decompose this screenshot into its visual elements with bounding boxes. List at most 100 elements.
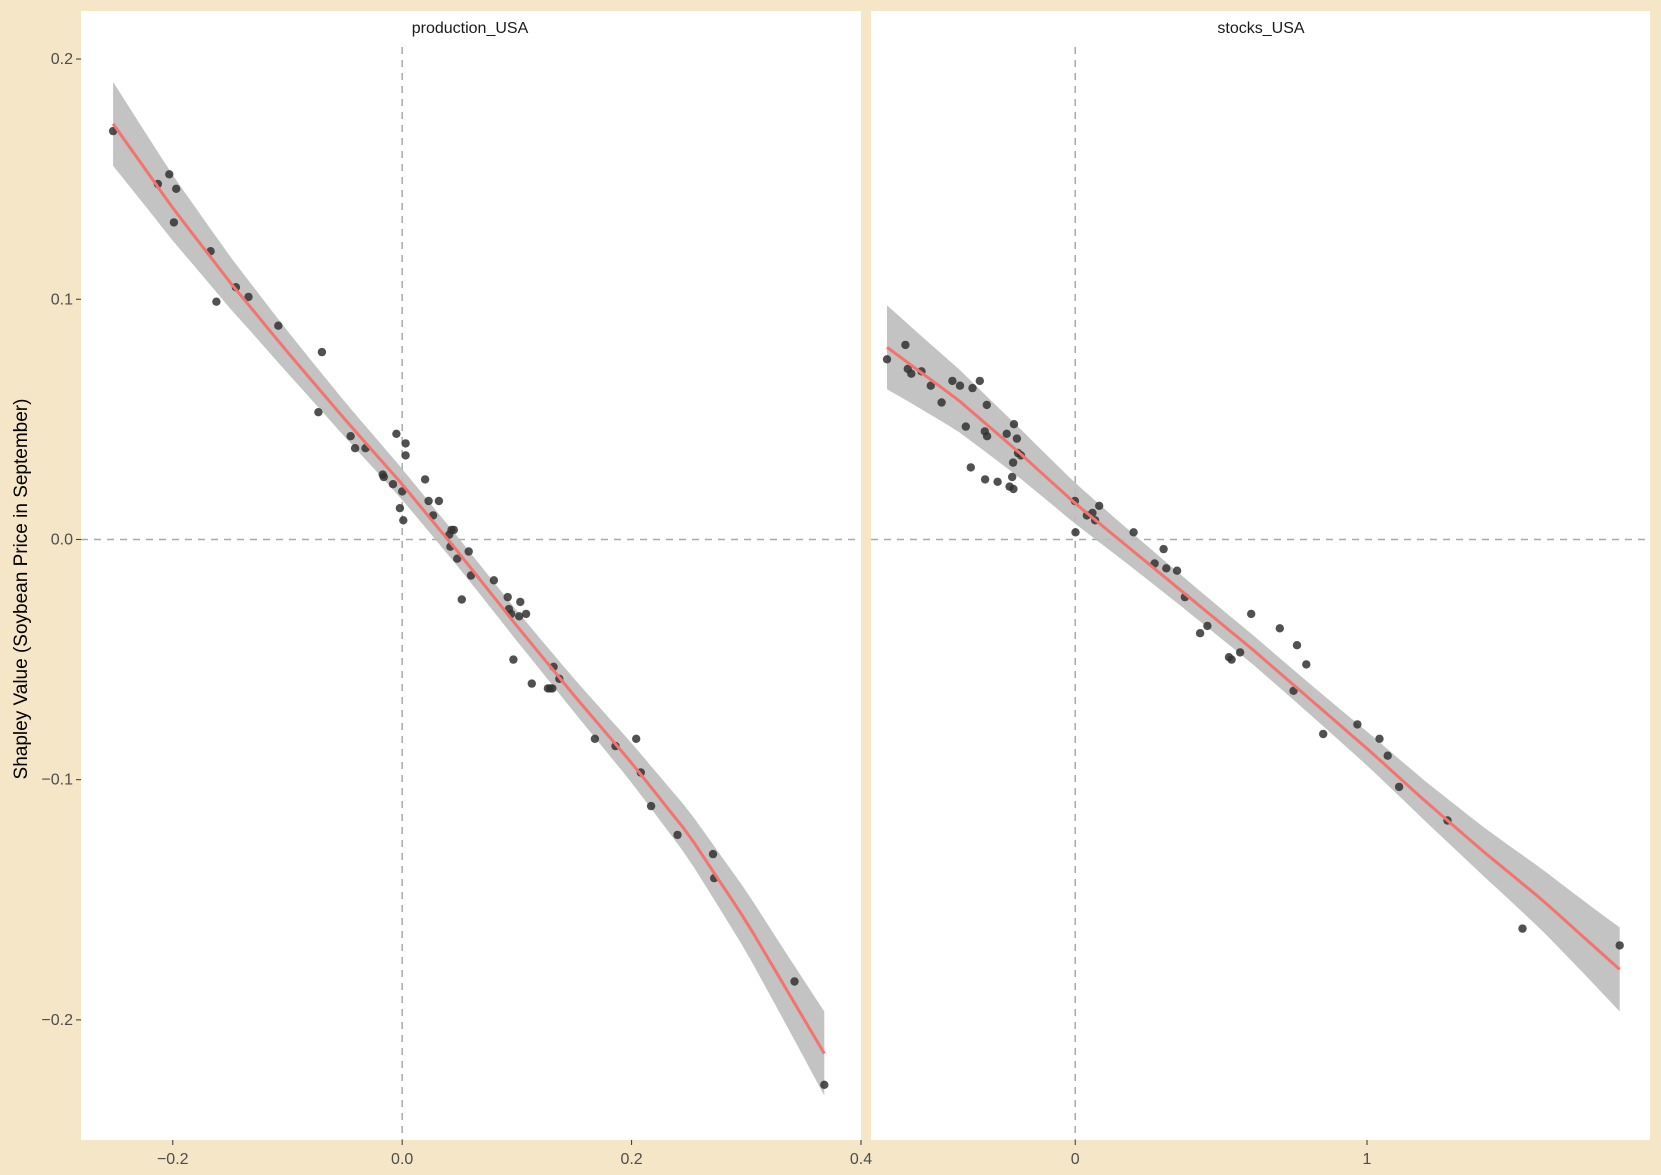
- data-point: [966, 463, 975, 472]
- data-point: [1172, 566, 1182, 575]
- data-point: [1383, 751, 1392, 760]
- data-point: [907, 369, 916, 378]
- data-point: [1159, 544, 1168, 554]
- data-point: [398, 487, 407, 496]
- data-point: [449, 525, 458, 535]
- fit-line: [886, 346, 1621, 971]
- data-point: [673, 830, 682, 840]
- data-point: [901, 340, 910, 350]
- data-point: [1095, 501, 1104, 510]
- data-point: [882, 355, 892, 364]
- data-point: [1195, 629, 1205, 638]
- x-tick-label: 0.0: [391, 1151, 413, 1168]
- data-point: [820, 1080, 829, 1090]
- data-point: [244, 292, 253, 302]
- data-point: [424, 496, 433, 506]
- data-point: [590, 734, 600, 743]
- panel-background: [871, 11, 1650, 1140]
- data-point: [980, 475, 990, 484]
- data-point: [975, 376, 984, 386]
- x-tick-label: 0.2: [620, 1151, 642, 1168]
- data-point: [516, 597, 525, 607]
- data-point: [982, 432, 992, 441]
- data-point: [350, 444, 360, 453]
- data-point: [212, 297, 221, 306]
- y-tick-label: 0.0: [51, 531, 73, 548]
- data-point: [1319, 729, 1328, 739]
- data-point: [955, 381, 965, 390]
- data-point: [1012, 434, 1022, 443]
- data-point: [509, 655, 518, 664]
- data-point: [1162, 564, 1171, 573]
- data-point: [1353, 720, 1362, 729]
- data-point: [395, 504, 405, 513]
- data-point: [489, 576, 499, 585]
- data-point: [521, 609, 531, 619]
- data-point: [1518, 924, 1527, 933]
- data-point: [1289, 686, 1298, 695]
- data-point: [708, 849, 718, 859]
- data-point: [527, 679, 536, 688]
- data-point: [399, 516, 408, 525]
- y-axis: −0.2 −0.1 0.0 0.1 0.2: [41, 51, 81, 1029]
- data-point: [346, 432, 355, 441]
- data-point: [948, 376, 957, 386]
- data-point: [379, 472, 388, 482]
- data-point: [548, 684, 557, 693]
- x-tick-label: 1: [1363, 1151, 1372, 1168]
- data-point: [401, 439, 410, 448]
- data-point: [1275, 624, 1285, 633]
- data-point: [317, 347, 327, 357]
- y-tick-label: 0.1: [51, 291, 73, 308]
- x-tick-label: 0: [1071, 1151, 1080, 1168]
- y-tick-label: −0.1: [41, 772, 73, 789]
- data-point: [1615, 941, 1624, 950]
- data-point: [466, 571, 476, 580]
- data-point: [515, 612, 524, 621]
- data-point: [392, 429, 401, 438]
- y-axis-title: Shapley Value (Soybean Price in Septembe…: [11, 399, 32, 780]
- data-point: [1008, 458, 1018, 467]
- data-point: [982, 400, 991, 410]
- data-point: [1071, 528, 1080, 537]
- data-point: [1129, 528, 1138, 537]
- y-tick-label: 0.2: [51, 51, 73, 68]
- data-point: [503, 592, 512, 602]
- data-point: [388, 480, 398, 489]
- data-point: [632, 734, 641, 743]
- data-point: [169, 218, 179, 227]
- data-point: [937, 398, 946, 407]
- data-point: [457, 595, 466, 604]
- data-point: [1203, 621, 1212, 631]
- data-point: [420, 475, 430, 484]
- data-point: [274, 321, 283, 330]
- y-tick-label: −0.2: [41, 1012, 73, 1029]
- panel-title-stocks-usa: stocks_USA: [1217, 20, 1304, 37]
- fit-line: [111, 123, 826, 1055]
- panel-title-production-usa: production_USA: [412, 20, 529, 37]
- data-point: [1002, 429, 1011, 438]
- data-point: [790, 977, 799, 986]
- data-point: [464, 547, 473, 556]
- data-point: [1292, 641, 1302, 650]
- data-point: [401, 451, 410, 460]
- data-point: [1009, 420, 1019, 429]
- data-point: [434, 496, 444, 506]
- data-point: [172, 184, 181, 193]
- data-point: [926, 381, 935, 390]
- data-point: [165, 170, 174, 179]
- data-point: [646, 801, 656, 811]
- panel-production-usa: production_USA −0.2 0.0 0.2 0.4: [81, 11, 872, 1168]
- data-point: [993, 477, 1002, 486]
- data-point: [968, 383, 977, 393]
- data-point: [1302, 660, 1311, 669]
- data-point: [314, 408, 323, 417]
- data-point: [1009, 484, 1018, 494]
- data-point: [1227, 655, 1236, 664]
- data-point: [1235, 648, 1245, 657]
- data-point: [1008, 472, 1017, 482]
- data-point: [1247, 609, 1256, 619]
- confidence-ribbon: [113, 81, 825, 1096]
- x-tick-label: −0.2: [157, 1151, 189, 1168]
